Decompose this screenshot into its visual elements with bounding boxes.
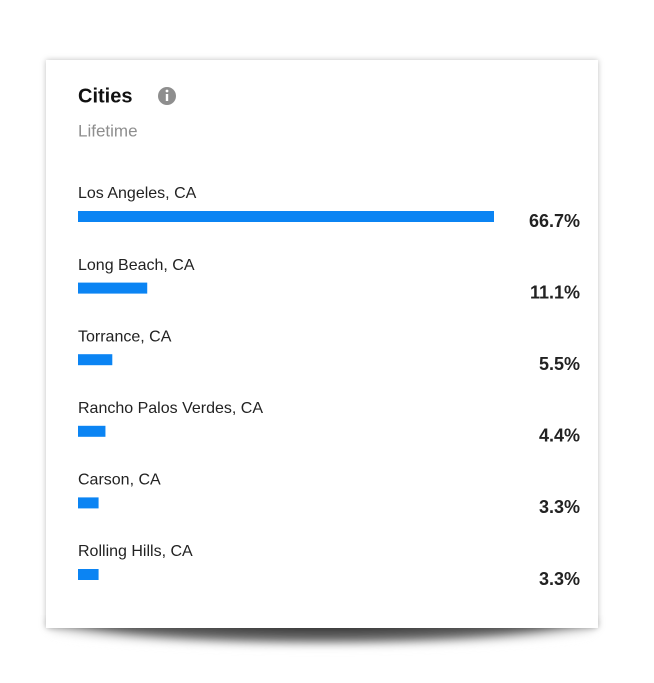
card — [46, 60, 598, 628]
bar — [78, 282, 148, 294]
value-label: 11.1% — [530, 282, 580, 302]
category-label: Rancho Palos Verdes, CA — [78, 400, 263, 417]
value-label: 3.3% — [539, 569, 580, 589]
category-label: Carson, CA — [78, 472, 161, 489]
bar — [78, 497, 99, 509]
value-label: 5.5% — [539, 354, 580, 374]
bar — [78, 354, 113, 366]
value-label: 66.7% — [529, 211, 580, 231]
bar — [78, 425, 106, 437]
category-label: Torrance, CA — [78, 328, 172, 345]
category-label: Los Angeles, CA — [78, 185, 197, 202]
value-label: 4.4% — [539, 426, 580, 446]
info-icon[interactable] — [158, 87, 176, 105]
card-shadow — [46, 620, 598, 668]
category-label: Long Beach, CA — [78, 257, 195, 274]
category-label: Rolling Hills, CA — [78, 543, 193, 560]
chart-title: Cities — [78, 85, 132, 107]
value-label: 3.3% — [539, 497, 580, 517]
bar — [78, 569, 99, 580]
bar — [78, 211, 494, 222]
chart-subtitle: Lifetime — [78, 121, 138, 140]
